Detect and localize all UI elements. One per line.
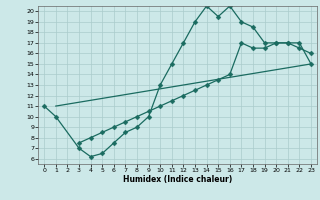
X-axis label: Humidex (Indice chaleur): Humidex (Indice chaleur) xyxy=(123,175,232,184)
